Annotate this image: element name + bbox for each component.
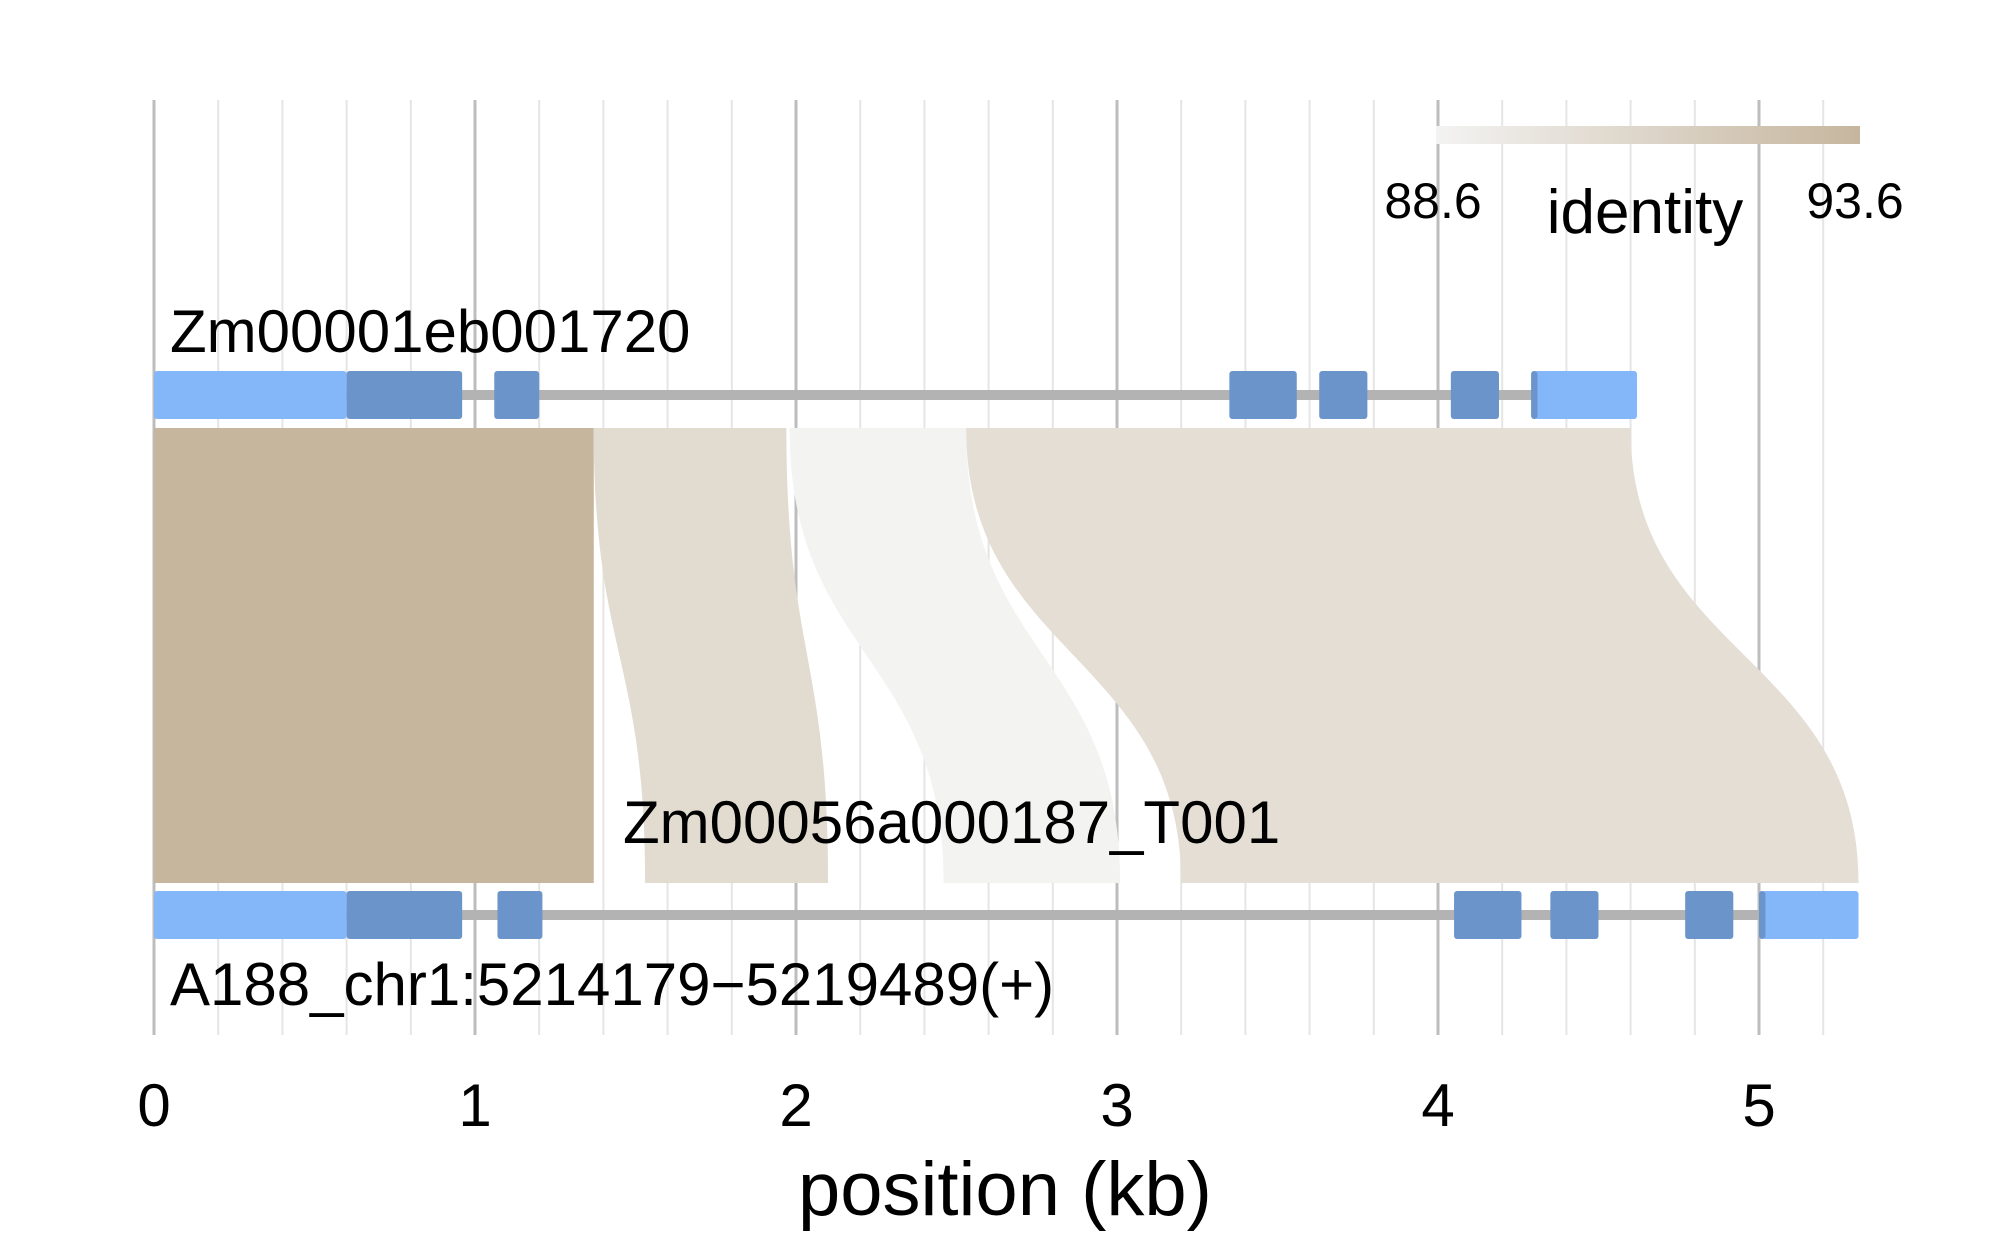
utr-block	[1534, 371, 1638, 419]
cds-block	[1450, 371, 1499, 419]
gene-backbone	[154, 390, 1638, 400]
alignment-ribbon-3	[789, 428, 1121, 883]
cds-block	[1229, 371, 1297, 419]
cds-block	[1759, 891, 1766, 939]
alignment-ribbon-2	[593, 428, 829, 883]
legend-min-label: 88.6	[1384, 173, 1481, 229]
cds-block	[1550, 891, 1599, 939]
alignment-ribbon-1	[154, 428, 594, 883]
identity-colorbar	[1436, 126, 1860, 144]
top-track-label: Zm00001eb001720	[170, 298, 690, 365]
x-axis: 0 1 2 3 4 5	[137, 1072, 1775, 1139]
x-tick-label: 5	[1742, 1072, 1775, 1139]
legend-title: identity	[1547, 178, 1743, 247]
cds-block	[346, 371, 463, 419]
identity-legend: 88.6 identity 93.6	[1384, 126, 1904, 247]
x-tick-label: 2	[779, 1072, 812, 1139]
utr-block	[1762, 891, 1859, 939]
x-tick-label: 0	[137, 1072, 170, 1139]
bottom-track-annotation-label: Zm00056a000187_T001	[623, 789, 1280, 856]
cds-block	[346, 891, 463, 939]
alignment-ribbon-4	[966, 428, 1859, 883]
cds-block	[1531, 371, 1538, 419]
cds-block	[494, 371, 540, 419]
utr-block	[154, 891, 347, 939]
gene-backbone	[154, 910, 1859, 920]
cds-block	[1454, 891, 1522, 939]
cds-block	[1685, 891, 1734, 939]
bottom-gene-track	[154, 891, 1859, 939]
x-axis-title: position (kb)	[798, 1147, 1212, 1232]
cds-block	[1319, 371, 1368, 419]
utr-block	[154, 371, 347, 419]
legend-max-label: 93.6	[1806, 173, 1903, 229]
x-tick-label: 1	[458, 1072, 491, 1139]
x-tick-label: 4	[1421, 1072, 1454, 1139]
bottom-track-label: A188_chr1:5214179−5219489(+)	[170, 951, 1054, 1018]
alignment-ribbons	[154, 428, 1859, 883]
top-gene-track	[154, 371, 1638, 419]
x-tick-label: 3	[1100, 1072, 1133, 1139]
cds-block	[497, 891, 543, 939]
